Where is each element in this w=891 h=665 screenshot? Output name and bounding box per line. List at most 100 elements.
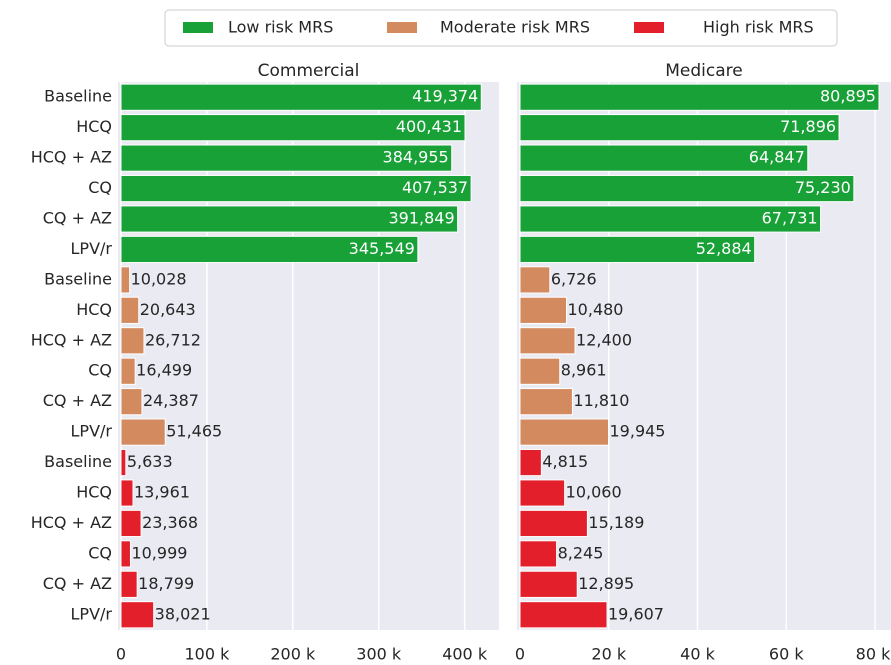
bar	[120, 418, 166, 446]
value-label: 12,895	[578, 574, 634, 593]
value-label: 67,731	[762, 209, 818, 228]
bar	[120, 266, 131, 294]
plot-area	[118, 82, 499, 630]
bar	[519, 144, 809, 172]
value-label: 400,431	[396, 117, 462, 136]
x-tick-label: 100 k	[184, 645, 230, 664]
value-label: 391,849	[388, 209, 454, 228]
value-label: 6,726	[551, 269, 597, 288]
bar	[120, 601, 155, 629]
value-label: 10,060	[566, 483, 622, 502]
y-tick-label: HCQ	[76, 483, 112, 502]
y-tick-label: Baseline	[44, 87, 112, 106]
bar	[120, 83, 482, 111]
value-label: 75,230	[795, 178, 851, 197]
x-tick-label: 0	[116, 645, 126, 664]
y-tick-label: LPV/r	[71, 422, 113, 441]
value-label: 18,799	[138, 574, 194, 593]
bar	[519, 509, 588, 538]
bar	[519, 327, 576, 355]
bar	[120, 448, 127, 477]
y-tick-label: LPV/r	[71, 604, 113, 623]
value-label: 10,480	[568, 300, 624, 319]
x-tick-label: 40 k	[680, 645, 715, 664]
bar	[120, 357, 136, 385]
value-label: 4,815	[542, 452, 588, 471]
x-tick-label: 60 k	[769, 645, 804, 664]
value-label: 407,537	[402, 178, 468, 197]
legend-swatch	[634, 22, 664, 33]
value-label: 26,712	[145, 330, 201, 349]
x-tick-label: 20 k	[591, 645, 626, 664]
y-tick-label: CQ	[88, 178, 112, 197]
bar	[519, 448, 542, 477]
bar	[519, 174, 855, 203]
x-tick-label: 200 k	[270, 645, 316, 664]
value-label: 19,607	[608, 604, 664, 623]
value-label: 24,387	[143, 391, 199, 410]
value-label: 38,021	[155, 604, 211, 623]
value-label: 5,633	[127, 452, 173, 471]
bar	[120, 114, 466, 142]
x-tick-label: 400 k	[442, 645, 488, 664]
value-label: 12,400	[576, 330, 632, 349]
value-label: 384,955	[383, 148, 449, 167]
bar	[519, 205, 822, 233]
bar	[519, 388, 573, 416]
bar	[120, 327, 145, 355]
bar	[120, 388, 143, 416]
x-tick-label: 0	[515, 645, 525, 664]
value-label: 10,999	[131, 543, 187, 562]
x-tick-label: 80 k	[856, 645, 891, 664]
y-tick-label: Baseline	[44, 452, 112, 471]
y-tick-label: HCQ	[76, 117, 112, 136]
bar	[120, 570, 138, 598]
value-label: 8,245	[558, 543, 604, 562]
y-tick-label: LPV/r	[71, 239, 113, 258]
value-label: 10,028	[131, 269, 187, 288]
x-tick-label: 300 k	[356, 645, 402, 664]
value-label: 8,961	[561, 361, 607, 380]
value-label: 345,549	[349, 239, 415, 258]
y-tick-label: CQ	[88, 361, 112, 380]
value-label: 64,847	[749, 148, 805, 167]
legend-swatch	[387, 22, 417, 33]
panel-title: Commercial	[258, 61, 360, 81]
bar	[519, 540, 558, 568]
bar	[519, 235, 756, 264]
y-tick-label: CQ + AZ	[43, 391, 112, 410]
y-tick-label: CQ + AZ	[43, 574, 112, 593]
plot-area	[517, 82, 891, 630]
value-label: 15,189	[588, 513, 644, 532]
bar	[120, 205, 459, 233]
value-label: 20,643	[140, 300, 196, 319]
legend-label: High risk MRS	[703, 18, 814, 37]
y-tick-label: HCQ + AZ	[31, 148, 112, 167]
value-label: 11,810	[573, 391, 629, 410]
value-label: 52,884	[696, 239, 752, 258]
value-label: 51,465	[166, 422, 222, 441]
bar	[120, 509, 142, 538]
bar	[519, 296, 568, 324]
bar	[519, 357, 561, 385]
bar	[120, 540, 131, 568]
bar	[120, 235, 419, 264]
legend-swatch	[183, 22, 213, 33]
legend-label: Moderate risk MRS	[440, 18, 590, 37]
value-label: 23,368	[142, 513, 198, 532]
y-tick-label: HCQ + AZ	[31, 330, 112, 349]
bar	[120, 144, 453, 172]
y-tick-label: HCQ + AZ	[31, 513, 112, 532]
bar	[120, 174, 472, 203]
bar	[519, 418, 610, 446]
legend-label: Low risk MRS	[228, 18, 333, 37]
bar	[519, 601, 608, 629]
bar	[519, 83, 880, 111]
legend-box	[164, 9, 838, 47]
bar	[120, 296, 140, 324]
y-tick-label: CQ + AZ	[43, 209, 112, 228]
value-label: 419,374	[412, 87, 478, 106]
value-label: 80,895	[820, 87, 876, 106]
panel-title: Medicare	[665, 61, 742, 81]
